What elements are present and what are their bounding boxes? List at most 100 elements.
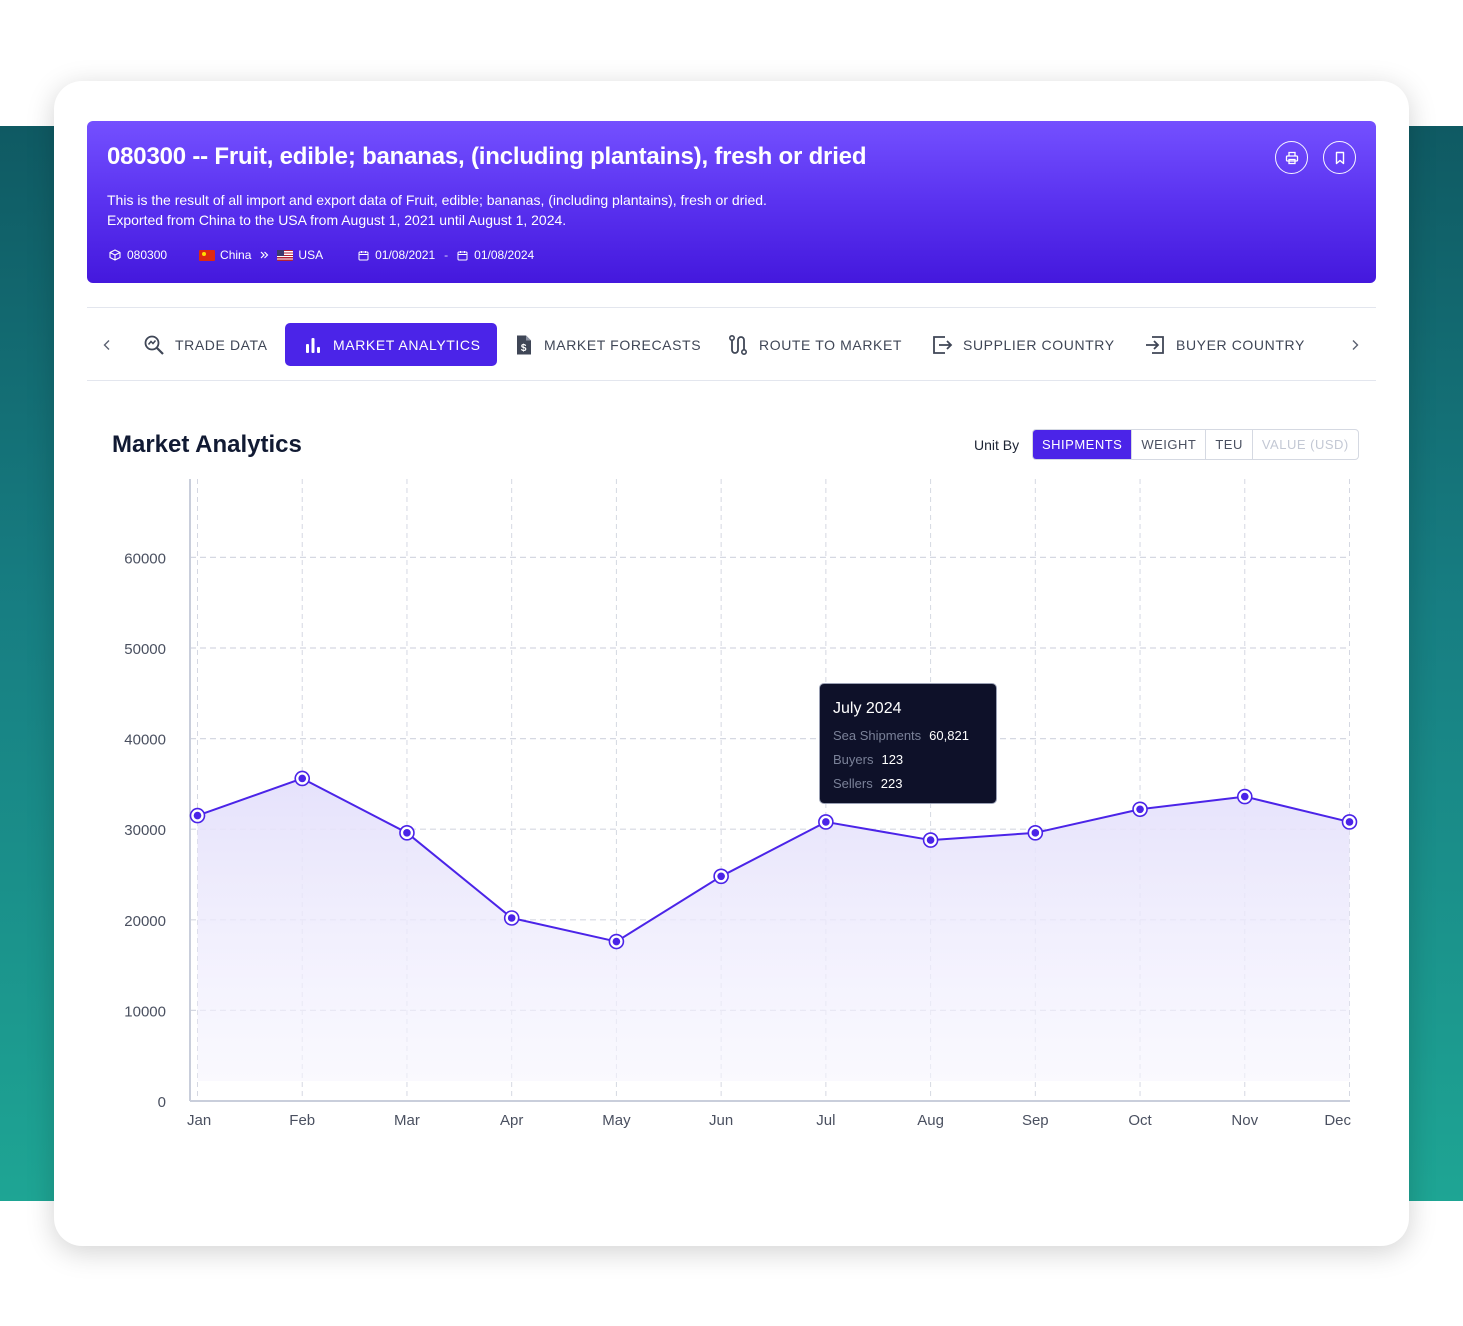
tab-market-forecasts[interactable]: $ MARKET FORECASTS [514,323,701,366]
y-tick-label: 60000 [124,550,166,567]
import-icon [1146,335,1164,354]
x-tick-label: Dec [1324,1112,1351,1129]
x-tick-label: Jan [187,1112,211,1129]
box-icon [109,249,121,261]
section-title: Market Analytics [112,431,302,458]
header-meta: 080300 China USA 01/08/2021 - 01/08/2024 [109,246,534,264]
tabs-scroll-left-button[interactable] [97,335,117,355]
tooltip-row-sellers: Sellers 223 [833,776,902,791]
hs-code-chip: 080300 [109,248,167,262]
origin-country: China [220,248,252,262]
unit-teu-button[interactable]: TEU [1206,430,1253,459]
y-tick-label: 10000 [124,1003,166,1020]
description-line-2: Exported from China to the USA from Augu… [107,212,567,228]
data-point-dot [298,774,307,783]
china-flag-icon [199,249,216,261]
double-chevron-right-icon [259,250,269,260]
x-tick-label: Feb [289,1112,315,1129]
tab-label: MARKET FORECASTS [544,336,702,353]
data-point [713,868,729,885]
tooltip-value: 60,821 [929,728,969,743]
unit-value-usd-button: VALUE (USD) [1261,437,1349,452]
unit-by-label: Unit By [974,437,1020,453]
x-tick-label: May [602,1112,631,1129]
tooltip-label: Sellers [833,776,873,791]
print-icon [1285,151,1298,164]
data-point-dot [507,914,516,922]
x-tick-label: Jun [709,1112,733,1129]
tooltip-row-buyers: Buyers 123 [833,752,903,767]
data-point [1341,814,1358,830]
export-icon [933,335,953,354]
data-point-dot [612,937,621,946]
data-point [399,825,415,841]
x-tick-label: Mar [394,1112,420,1129]
calendar-icon [457,250,468,260]
route-icon [728,334,748,355]
data-point [189,807,206,824]
unit-shipments-button[interactable]: SHIPMENTS [1033,430,1133,459]
y-tick-label: 50000 [124,641,166,658]
x-tick-label: Aug [917,1112,944,1129]
x-tick-label: Sep [1022,1112,1049,1129]
tabs-scroll-right-button[interactable] [1345,335,1365,355]
series-line [197,777,1350,943]
tooltip-row-sea-shipments: Sea Shipments 60,821 [833,728,969,743]
date-from: 01/08/2021 [375,248,436,262]
header-banner: 080300 -- Fruit, edible; bananas, (inclu… [87,121,1376,283]
data-point-dot [1345,818,1354,826]
data-point [818,814,834,830]
hs-code: 080300 [127,248,168,262]
x-tick-label: Jul [816,1112,835,1129]
tab-buyer-country[interactable]: BUYER COUNTRY [1144,323,1305,366]
data-point [1236,788,1253,805]
tab-label: BUYER COUNTRY [1176,336,1305,353]
bookmark-icon [1335,151,1344,164]
data-point [608,933,625,950]
data-point [922,832,939,848]
x-tick-label: Apr [500,1112,523,1129]
calendar-icon [358,250,369,260]
data-point-dot [822,818,830,826]
data-point [503,910,520,926]
tab-market-analytics[interactable]: MARKET ANALYTICS [285,323,497,366]
x-tick-label: Nov [1231,1112,1258,1129]
data-point-dot [717,872,725,881]
tab-label: ROUTE TO MARKET [759,336,903,353]
tooltip-label: Buyers [833,752,874,767]
date-from-chip: 01/08/2021 [358,248,435,262]
bar-chart-icon [306,337,320,353]
unit-weight-button[interactable]: WEIGHT [1132,430,1207,459]
unit-selector: SHIPMENTS WEIGHT TEU VALUE (USD) [1032,429,1359,460]
print-button[interactable] [1275,141,1308,174]
tab-supplier-country[interactable]: SUPPLIER COUNTRY [931,323,1115,366]
chevron-left-icon [103,340,110,350]
data-point [1132,801,1148,818]
series-area [197,778,1350,1081]
date-separator: - [444,248,449,262]
chevron-right-icon [1352,340,1359,350]
tooltip-label: Sea Shipments [833,728,922,743]
data-point-dot [926,836,935,844]
data-point-dot [1240,792,1249,801]
data-point-dot [1031,829,1040,837]
tooltip-title: July 2024 [833,700,902,717]
destination-country: USA [298,248,324,262]
tab-label: SUPPLIER COUNTRY [963,336,1115,353]
tooltip-value: 223 [880,776,903,791]
tab-trade-data[interactable]: TRADE DATA [143,323,268,366]
tab-bar: TRADE DATA MARKET ANALYTICS $ MARKET FOR… [87,307,1376,381]
chart-tooltip: July 2024 Sea Shipments 60,821 Buyers 123 … [819,683,997,804]
header-description: This is the result of all import and exp… [107,190,767,230]
tab-label: TRADE DATA [175,336,268,353]
y-tick-label: 20000 [124,913,166,930]
tab-route-to-market[interactable]: ROUTE TO MARKET [727,323,902,366]
search-chart-icon [144,335,164,355]
bookmark-button[interactable] [1323,141,1356,174]
data-point [1027,825,1044,841]
date-to-chip: 01/08/2024 [457,248,534,262]
description-line-1: This is the result of all import and exp… [107,192,767,208]
data-point-dot [1136,805,1144,814]
tab-label: MARKET ANALYTICS [333,336,481,353]
market-analytics-chart: 0 10000 20000 30000 40000 50000 60000 Jan Feb Mar… [124,479,1358,1129]
